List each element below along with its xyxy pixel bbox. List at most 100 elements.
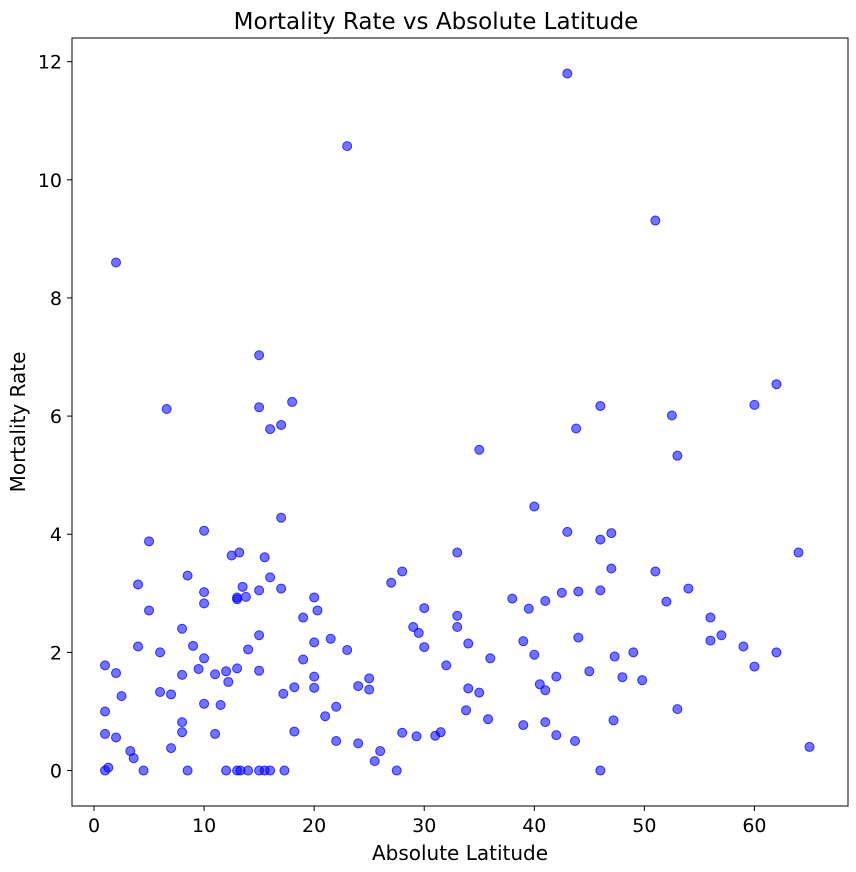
data-point xyxy=(234,547,245,558)
data-point xyxy=(529,501,540,512)
y-tick-label: 12 xyxy=(38,52,62,74)
data-point xyxy=(483,714,494,725)
data-point xyxy=(573,632,584,643)
y-tick-label: 8 xyxy=(50,288,62,310)
data-point xyxy=(331,736,342,747)
data-point xyxy=(331,701,342,712)
chart-title: Mortality Rate vs Absolute Latitude xyxy=(234,9,639,35)
data-point xyxy=(606,563,617,574)
data-point xyxy=(556,587,567,598)
data-point xyxy=(551,730,562,741)
data-point xyxy=(463,683,474,694)
data-point xyxy=(518,636,529,647)
data-point xyxy=(571,423,582,434)
data-point xyxy=(413,627,424,638)
data-point xyxy=(353,681,364,692)
data-point xyxy=(452,621,463,632)
data-point xyxy=(485,653,496,664)
data-point xyxy=(243,644,254,655)
data-point xyxy=(650,215,661,226)
data-point xyxy=(265,765,276,776)
data-point xyxy=(397,727,408,738)
data-point xyxy=(287,396,298,407)
data-point xyxy=(223,676,234,687)
data-point xyxy=(452,547,463,558)
data-point xyxy=(128,753,139,764)
data-point xyxy=(683,583,694,594)
data-point xyxy=(193,663,204,674)
data-point xyxy=(771,379,782,390)
data-points xyxy=(100,68,815,776)
data-point xyxy=(254,585,265,596)
data-point xyxy=(705,635,716,646)
data-point xyxy=(279,765,290,776)
data-point xyxy=(240,591,251,602)
data-point xyxy=(570,736,581,747)
data-point xyxy=(254,350,265,361)
data-point xyxy=(221,666,232,677)
data-point xyxy=(529,649,540,660)
data-point xyxy=(411,731,422,742)
data-point xyxy=(155,686,166,697)
data-point xyxy=(199,525,210,536)
data-point xyxy=(608,715,619,726)
data-point xyxy=(391,765,402,776)
data-point xyxy=(265,572,276,583)
data-point xyxy=(551,671,562,682)
data-point xyxy=(666,410,677,421)
data-point xyxy=(672,704,683,715)
data-point xyxy=(133,579,144,590)
x-tick-label: 0 xyxy=(88,815,100,837)
x-axis-ticks: 0 10 20 30 40 50 60 xyxy=(88,806,767,837)
x-axis-label: Absolute Latitude xyxy=(372,841,548,865)
y-axis-label: Mortality Rate xyxy=(6,352,30,493)
data-point xyxy=(540,717,551,728)
data-point xyxy=(309,637,320,648)
data-point xyxy=(342,645,353,656)
data-point xyxy=(188,640,199,651)
data-point xyxy=(182,765,193,776)
data-point xyxy=(100,706,111,717)
data-point xyxy=(325,633,336,644)
data-point xyxy=(369,756,380,767)
data-point xyxy=(177,623,188,634)
data-point xyxy=(375,746,386,757)
plot-frame xyxy=(71,37,849,807)
data-point xyxy=(435,727,446,738)
data-point xyxy=(199,587,210,598)
y-tick-label: 0 xyxy=(50,761,62,783)
data-point xyxy=(210,669,221,680)
data-point xyxy=(298,654,309,665)
data-point xyxy=(210,728,221,739)
data-point xyxy=(265,424,276,435)
x-tick-label: 30 xyxy=(412,815,436,837)
data-point xyxy=(595,534,606,545)
data-point xyxy=(342,141,353,152)
data-point xyxy=(116,691,127,702)
data-point xyxy=(144,605,155,616)
data-point xyxy=(215,699,226,710)
data-point xyxy=(312,605,323,616)
data-point xyxy=(441,660,452,671)
data-point xyxy=(199,698,210,709)
data-point xyxy=(138,765,149,776)
data-point xyxy=(461,705,472,716)
data-point xyxy=(749,399,760,410)
data-point xyxy=(276,583,287,594)
data-point xyxy=(705,612,716,623)
data-point xyxy=(518,720,529,731)
data-point xyxy=(232,663,243,674)
data-point xyxy=(661,596,672,607)
data-point xyxy=(182,570,193,581)
data-point xyxy=(452,610,463,621)
data-point xyxy=(419,603,430,614)
data-point xyxy=(650,566,661,577)
data-point xyxy=(672,450,683,461)
data-point xyxy=(738,641,749,652)
data-point xyxy=(595,765,606,776)
data-point xyxy=(111,257,122,268)
data-point xyxy=(749,661,760,672)
data-point xyxy=(177,717,188,728)
